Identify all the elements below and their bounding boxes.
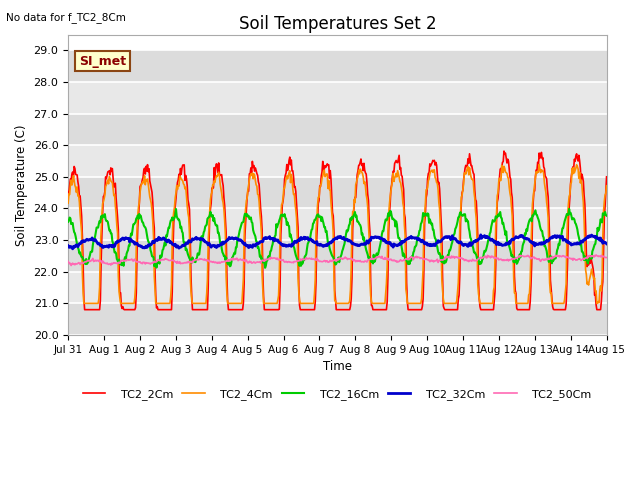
TC2_50Cm xyxy=(213,260,221,266)
TC2_2Cm xyxy=(404,299,412,305)
Y-axis label: Soil Temperature (C): Soil Temperature (C) xyxy=(15,124,28,245)
TC2_4Cm xyxy=(404,300,412,306)
TC2_50Cm xyxy=(67,263,75,268)
Line: TC2_2Cm: TC2_2Cm xyxy=(68,151,607,310)
TC2_16Cm xyxy=(74,245,82,251)
TC2_16Cm xyxy=(603,213,611,218)
TC2_4Cm xyxy=(535,162,543,168)
TC2_2Cm xyxy=(185,201,193,206)
TC2_2Cm xyxy=(419,296,427,302)
TC2_32Cm xyxy=(185,238,193,243)
TC2_50Cm xyxy=(404,256,412,262)
TC2_50Cm xyxy=(75,260,83,265)
TC2_50Cm xyxy=(419,256,427,262)
Line: TC2_16Cm: TC2_16Cm xyxy=(68,209,607,268)
TC2_32Cm xyxy=(213,243,221,249)
Bar xyxy=(68,208,607,240)
TC2_2Cm xyxy=(213,163,221,168)
Legend:   TC2_2Cm,   TC2_4Cm,   TC2_16Cm,   TC2_32Cm,   TC2_50Cm: TC2_2Cm, TC2_4Cm, TC2_16Cm, TC2_32Cm, TC… xyxy=(79,384,596,405)
Bar xyxy=(68,50,607,82)
TC2_32Cm xyxy=(603,241,611,247)
TC2_32Cm xyxy=(64,243,72,249)
TC2_2Cm xyxy=(64,189,72,195)
TC2_16Cm xyxy=(565,206,573,212)
Title: Soil Temperatures Set 2: Soil Temperatures Set 2 xyxy=(239,15,436,33)
Bar xyxy=(68,145,607,177)
TC2_32Cm xyxy=(419,238,427,244)
TC2_50Cm xyxy=(603,255,611,261)
Text: No data for f_TC2_8Cm: No data for f_TC2_8Cm xyxy=(6,12,126,23)
TC2_2Cm xyxy=(603,174,611,180)
TC2_4Cm xyxy=(130,300,138,306)
TC2_32Cm xyxy=(477,232,484,238)
TC2_50Cm xyxy=(592,252,600,258)
TC2_32Cm xyxy=(130,239,138,245)
TC2_16Cm xyxy=(129,221,137,227)
TC2_16Cm xyxy=(419,210,427,216)
Bar xyxy=(68,114,607,145)
TC2_32Cm xyxy=(75,242,83,248)
TC2_2Cm xyxy=(74,179,82,184)
Bar xyxy=(68,177,607,208)
TC2_16Cm xyxy=(64,219,72,225)
TC2_4Cm xyxy=(80,300,88,306)
Bar xyxy=(68,35,607,50)
TC2_50Cm xyxy=(64,259,72,264)
TC2_4Cm xyxy=(213,174,221,180)
Text: SI_met: SI_met xyxy=(79,55,126,68)
TC2_16Cm xyxy=(404,259,412,265)
Line: TC2_32Cm: TC2_32Cm xyxy=(68,235,607,249)
Bar xyxy=(68,272,607,303)
TC2_4Cm xyxy=(419,266,427,272)
TC2_32Cm xyxy=(69,246,77,252)
Bar xyxy=(68,240,607,272)
TC2_4Cm xyxy=(74,193,82,199)
TC2_2Cm xyxy=(130,307,138,312)
TC2_2Cm xyxy=(81,307,88,312)
X-axis label: Time: Time xyxy=(323,360,352,373)
TC2_2Cm xyxy=(500,148,508,154)
TC2_4Cm xyxy=(64,200,72,206)
TC2_4Cm xyxy=(185,215,193,220)
Bar xyxy=(68,82,607,114)
TC2_50Cm xyxy=(185,259,193,264)
TC2_50Cm xyxy=(130,257,138,263)
TC2_32Cm xyxy=(404,236,412,241)
TC2_16Cm xyxy=(212,223,220,228)
Bar xyxy=(68,303,607,335)
TC2_16Cm xyxy=(184,252,192,257)
Line: TC2_4Cm: TC2_4Cm xyxy=(68,165,607,303)
Line: TC2_50Cm: TC2_50Cm xyxy=(68,255,607,265)
TC2_4Cm xyxy=(603,183,611,189)
TC2_16Cm xyxy=(261,265,269,271)
